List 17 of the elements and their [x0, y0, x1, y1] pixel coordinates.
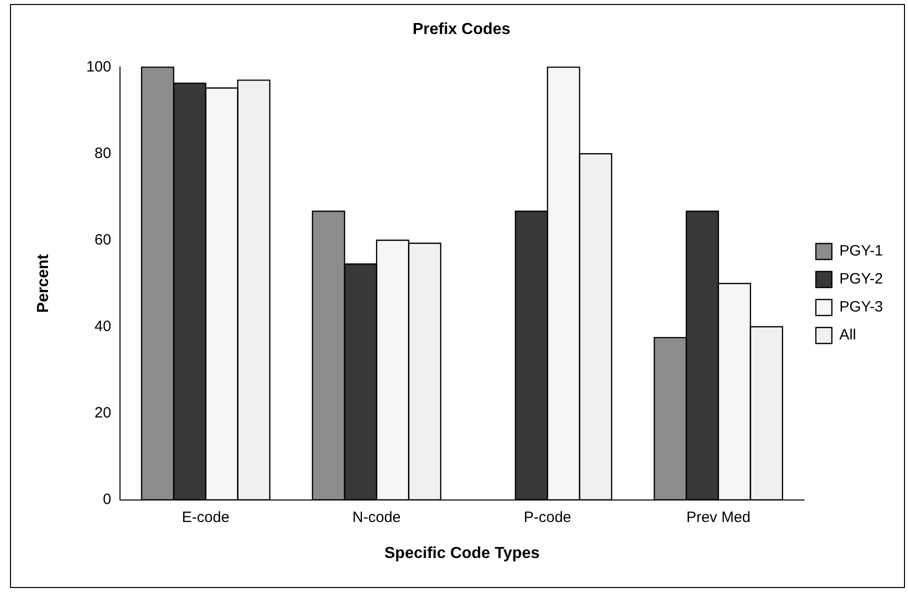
x-tick-label: N-code	[352, 508, 401, 526]
y-tick-label: 80	[94, 144, 112, 162]
y-tick-label: 60	[94, 231, 112, 248]
x-tick-label: P-code	[524, 508, 572, 526]
y-tick-label: 100	[86, 58, 112, 76]
y-tick-label: 40	[94, 318, 112, 335]
y-axis-title: Percent	[35, 253, 52, 313]
legend-label: PGY-2	[839, 270, 884, 288]
y-tick-label: 0	[102, 490, 112, 508]
chart-title: Prefix Codes	[412, 21, 511, 38]
legend-label: PGY-3	[839, 298, 884, 316]
legend-label: PGY-1	[839, 242, 884, 260]
x-axis-title: Specific Code Types	[384, 544, 540, 562]
legend-label: All	[839, 326, 856, 344]
x-tick-label: Prev Med	[686, 508, 751, 526]
x-tick-label: E-code	[182, 508, 230, 526]
y-tick-label: 20	[94, 404, 112, 422]
